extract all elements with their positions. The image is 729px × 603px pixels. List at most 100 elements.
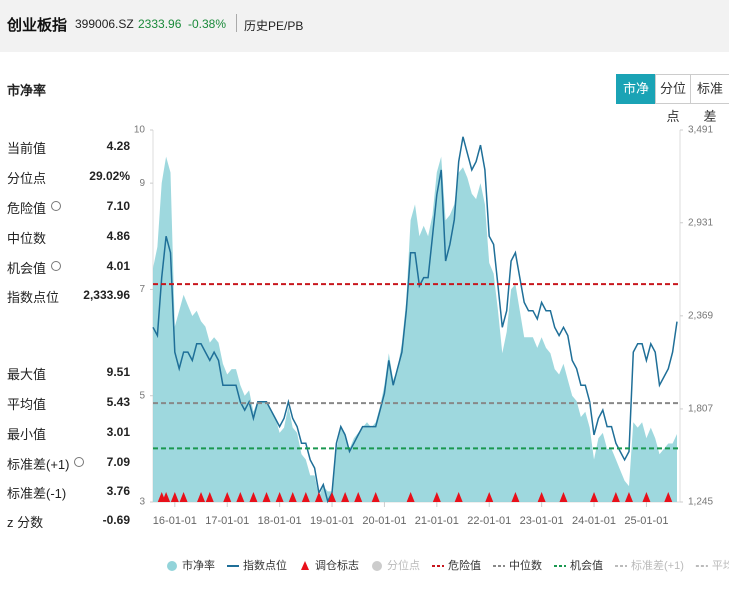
stat-value: 3.01 (106, 425, 130, 439)
x-tick-label: 19-01-01 (310, 515, 354, 527)
y2-tick-label: 3,491 (688, 125, 713, 136)
stat-label: 当前值 (7, 141, 47, 156)
rebalance-marker (179, 492, 188, 502)
rebalance-marker (371, 492, 380, 502)
stat-label: 平均值 (7, 397, 47, 412)
rebalance-marker (170, 492, 179, 502)
legend-label: 中位数 (509, 558, 542, 572)
rebalance-marker (664, 492, 673, 502)
y2-tick-label: 2,931 (688, 217, 713, 228)
legend-icon (372, 561, 382, 571)
y2-tick-label: 1,807 (688, 404, 713, 415)
index-code: 399006.SZ (75, 17, 134, 31)
x-tick-label: 22-01-01 (467, 515, 511, 527)
x-tick-label: 16-01-01 (153, 515, 197, 527)
stat-label: 分位点 (7, 171, 47, 186)
stat-value: 4.01 (106, 259, 130, 273)
stat-value: 2,333.96 (83, 288, 130, 302)
tab-button[interactable]: 市净率 (616, 74, 656, 124)
x-tick-label: 17-01-01 (205, 515, 249, 527)
y-tick-label: 7 (139, 284, 145, 295)
stat-label: z 分数 (7, 515, 44, 530)
rebalance-marker (624, 492, 633, 502)
legend-label: 危险值 (448, 558, 481, 572)
x-tick-label: 23-01-01 (520, 515, 564, 527)
stat-value: 7.09 (106, 455, 130, 469)
rebalance-marker (236, 492, 245, 502)
legend-label: 调仓标志 (315, 558, 359, 572)
stat-label: 标准差(+1) (7, 457, 70, 472)
stat-value: 5.43 (106, 395, 130, 409)
stat-value: -0.69 (102, 513, 130, 527)
gear-icon[interactable] (51, 201, 62, 211)
index-name: 创业板指 (7, 17, 68, 34)
top-bar (0, 0, 729, 52)
section-title: 市净率 (7, 83, 47, 98)
y-tick-label: 3 (139, 497, 145, 508)
y2-tick-label: 2,369 (688, 310, 713, 321)
y-tick-label: 10 (134, 125, 146, 136)
stat-value: 29.02% (89, 169, 130, 183)
x-tick-label: 18-01-01 (258, 515, 302, 527)
rebalance-marker (197, 492, 206, 502)
legend-icon (301, 561, 309, 570)
rebalance-marker (537, 492, 546, 502)
rebalance-marker (249, 492, 258, 502)
stat-value: 9.51 (106, 365, 130, 379)
rebalance-marker (301, 492, 310, 502)
rebalance-marker (485, 492, 494, 502)
y2-tick-label: 1,245 (688, 497, 713, 508)
stat-label: 最小值 (7, 427, 47, 442)
stat-value: 7.10 (106, 199, 130, 213)
rebalance-marker (559, 492, 568, 502)
index-change: -0.38% (188, 17, 227, 31)
legend-label: 分位点 (387, 558, 420, 572)
gear-icon[interactable] (51, 261, 62, 271)
rebalance-marker (590, 492, 599, 502)
pb-area (153, 156, 677, 502)
stat-label: 指数点位 (7, 290, 60, 305)
legend-label: 标准差(+1) (631, 558, 684, 572)
history-link[interactable]: 历史PE/PB (244, 19, 304, 33)
rebalance-marker (341, 492, 350, 502)
stat-label: 危险值 (7, 201, 47, 216)
rebalance-marker (354, 492, 363, 502)
gear-icon[interactable] (74, 457, 85, 467)
tab-button[interactable]: 标准差 (690, 74, 729, 124)
legend-label: 市净率 (182, 558, 215, 572)
rebalance-marker (314, 492, 323, 502)
rebalance-marker (611, 492, 620, 502)
rebalance-marker (162, 492, 171, 502)
rebalance-marker (642, 492, 651, 502)
legend-icon (167, 561, 177, 571)
stat-value: 3.76 (106, 484, 130, 498)
stat-value: 4.86 (106, 229, 130, 243)
stat-label: 机会值 (7, 261, 47, 276)
rebalance-marker (275, 492, 284, 502)
rebalance-marker (511, 492, 520, 502)
x-tick-label: 25-01-01 (624, 515, 668, 527)
rebalance-marker (406, 492, 415, 502)
x-tick-label: 24-01-01 (572, 515, 616, 527)
rebalance-marker (262, 492, 271, 502)
y-tick-label: 5 (139, 390, 145, 401)
rebalance-marker (432, 492, 441, 502)
x-tick-label: 20-01-01 (362, 515, 406, 527)
stat-label: 标准差(-1) (7, 486, 67, 501)
legend-label: 平均值 (712, 559, 729, 572)
rebalance-marker (288, 492, 297, 502)
x-tick-label: 21-01-01 (415, 515, 459, 527)
stat-label: 中位数 (7, 231, 47, 246)
stat-label: 最大值 (7, 367, 47, 382)
divider (236, 14, 237, 32)
rebalance-marker (454, 492, 463, 502)
rebalance-marker (328, 492, 337, 502)
rebalance-marker (205, 492, 214, 502)
stat-value: 4.28 (106, 139, 130, 153)
index-price: 2333.96 (138, 17, 182, 31)
legend-label: 指数点位 (243, 558, 287, 572)
legend-label: 机会值 (570, 558, 603, 572)
y-tick-label: 9 (139, 178, 145, 189)
